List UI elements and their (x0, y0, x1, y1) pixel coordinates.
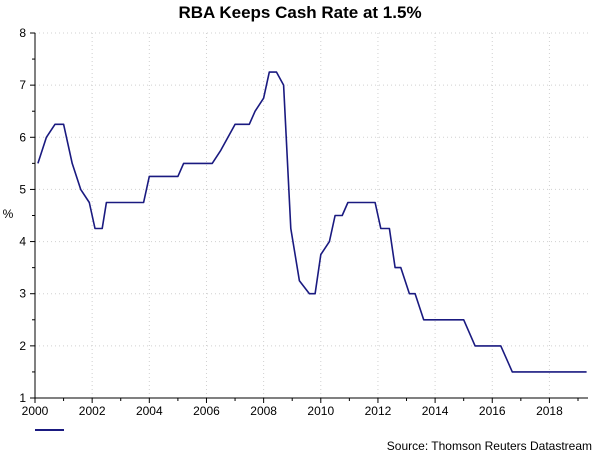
grid-lines (34, 32, 588, 399)
cash-rate-line (37, 71, 587, 373)
x-tick-label: 2000 (22, 404, 49, 418)
x-tick-label: 2010 (307, 404, 334, 418)
y-tick-label: 7 (19, 78, 26, 92)
y-tick-label: 4 (19, 235, 26, 249)
x-tick-label: 2004 (136, 404, 163, 418)
y-tick-label: 3 (19, 287, 26, 301)
x-tick-label: 2006 (193, 404, 220, 418)
y-tick-label: 1 (19, 391, 26, 405)
chart-title: RBA Keeps Cash Rate at 1.5% (178, 3, 421, 22)
x-tick-label: 2016 (479, 404, 506, 418)
series-layer (37, 71, 587, 373)
y-tick-label: 8 (19, 26, 26, 40)
x-tick-label: 2008 (250, 404, 277, 418)
y-tick-label: 2 (19, 339, 26, 353)
tick-labels: 2000 2002 2004 2006 2008 2010 2012 2014 2016 2018… (19, 26, 563, 418)
y-tick-label: 5 (19, 182, 26, 196)
x-tick-label: 2014 (422, 404, 449, 418)
x-tick-label: 2012 (365, 404, 392, 418)
source-note: Source: Thomson Reuters Datastream (387, 439, 592, 453)
x-tick-label: 2002 (79, 404, 106, 418)
axes (30, 32, 588, 403)
y-tick-label: 6 (19, 130, 26, 144)
x-tick-label: 2018 (536, 404, 563, 418)
y-axis-label: % (3, 207, 14, 221)
